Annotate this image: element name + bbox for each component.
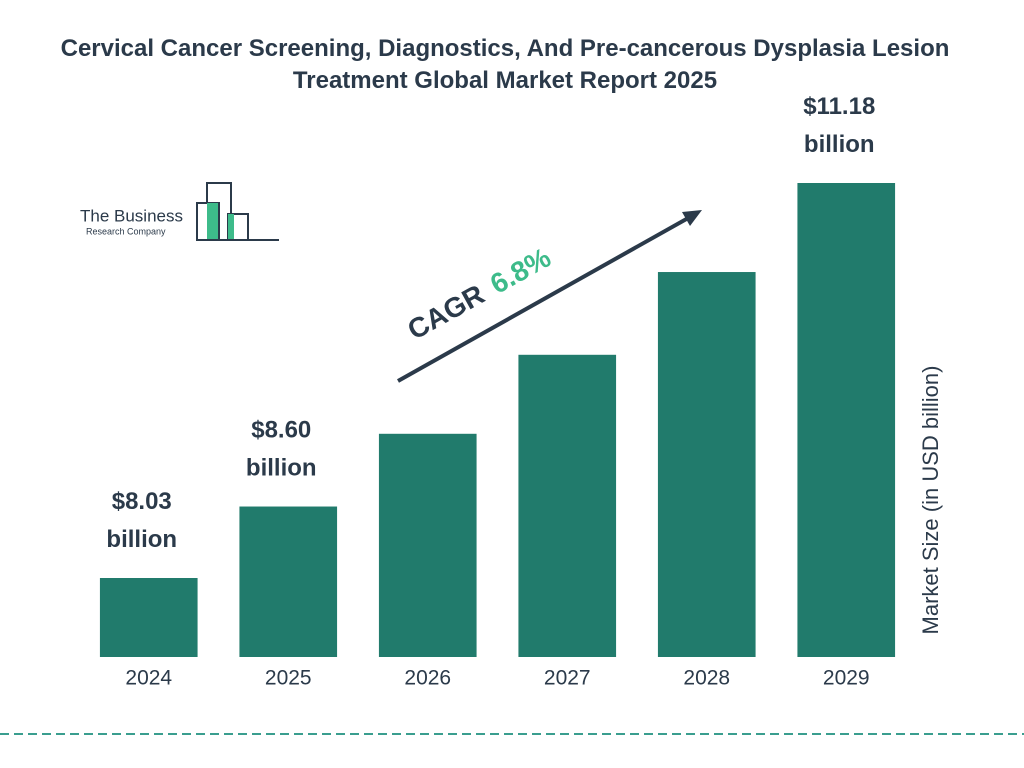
logo: The Business Research Company (78, 182, 279, 241)
cagr: CAGR 6.8% (402, 242, 556, 346)
logo-shape (228, 214, 234, 240)
data-label: $8.03 billion (106, 488, 177, 553)
bar (378, 433, 477, 657)
cagr-arrow-head (682, 210, 702, 226)
bar (239, 506, 338, 657)
cagr-arrow (397, 215, 691, 383)
x-tick-label: 2024 (125, 667, 172, 690)
bar (797, 183, 896, 657)
bar (657, 272, 756, 657)
chart-title: Cervical Cancer Screening, Diagnostics, … (61, 35, 950, 94)
logo-text: Research Company (86, 226, 166, 236)
bar (99, 578, 198, 657)
logo-shape (207, 203, 218, 240)
x-tick-label: 2028 (683, 667, 730, 690)
data-label: $8.60 billion (246, 417, 317, 482)
bar (518, 354, 617, 657)
x-tick-label: 2025 (265, 667, 312, 690)
y-axis-label: Market Size (in USD billion) (918, 366, 943, 635)
x-tick-label: 2027 (544, 667, 591, 690)
x-tick-label: 2026 (404, 667, 451, 690)
logo-text: The Business (80, 206, 183, 225)
cagr-value: 6.8% (485, 242, 556, 300)
x-tick-label: 2029 (823, 667, 870, 690)
data-label: $11.18 billion (803, 93, 875, 158)
logo-backdrop (78, 207, 194, 239)
